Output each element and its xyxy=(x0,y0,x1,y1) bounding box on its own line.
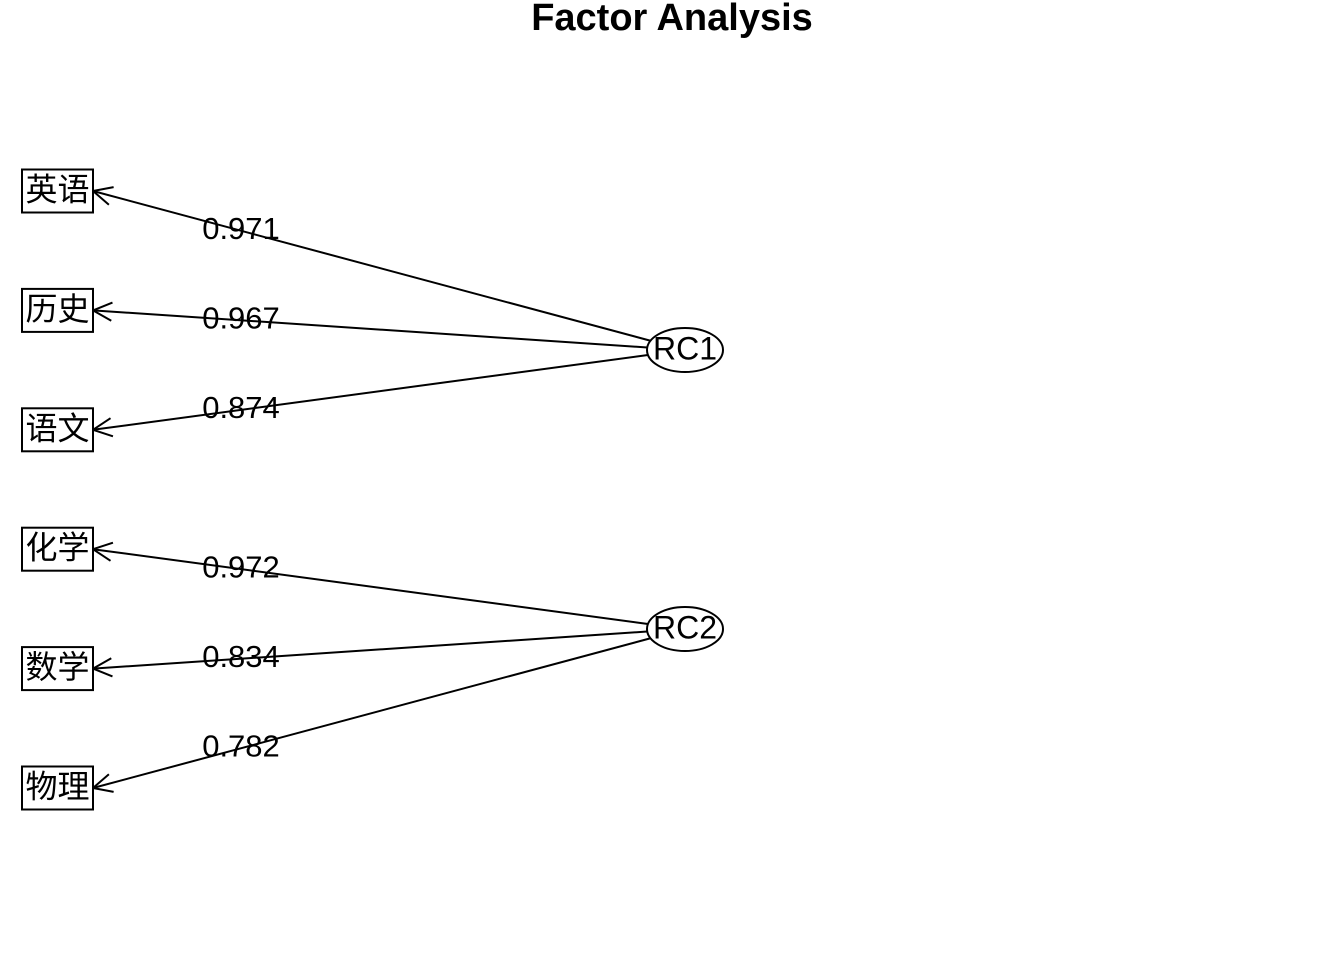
factor-node xyxy=(646,606,724,652)
variable-label: 物理 xyxy=(25,768,89,804)
edge xyxy=(92,309,648,349)
loading-label: 0.874 xyxy=(202,390,280,425)
variable-label: 语文 xyxy=(25,410,89,446)
loading-label: 0.971 xyxy=(202,211,280,246)
edge xyxy=(92,353,649,431)
arrowhead xyxy=(92,190,110,206)
factor-node xyxy=(646,327,724,373)
variable-label: 化学 xyxy=(25,530,89,566)
edge xyxy=(92,548,649,626)
loading-label: 0.972 xyxy=(202,549,280,584)
loading-label: 0.782 xyxy=(202,728,280,763)
arrowhead xyxy=(92,301,113,312)
arrowhead xyxy=(92,657,112,670)
factor-label: RC1 xyxy=(653,330,717,366)
arrowhead xyxy=(92,186,114,192)
arrowhead xyxy=(92,309,112,322)
arrowhead xyxy=(92,417,112,431)
edge xyxy=(92,190,651,342)
arrowhead xyxy=(92,428,114,438)
edge xyxy=(92,637,651,789)
loading-label: 0.967 xyxy=(202,300,280,335)
variable-label: 英语 xyxy=(25,171,89,207)
variable-label: 历史 xyxy=(25,291,89,327)
title: Factor Analysis xyxy=(531,0,813,39)
arrowhead xyxy=(92,787,114,793)
factor-label: RC2 xyxy=(653,609,717,645)
edge xyxy=(92,630,648,670)
arrowhead xyxy=(92,773,110,789)
variable-label: 数学 xyxy=(25,649,89,685)
arrowhead xyxy=(92,548,112,562)
arrowhead xyxy=(92,541,114,551)
loading-label: 0.834 xyxy=(202,639,280,674)
arrowhead xyxy=(92,667,113,678)
